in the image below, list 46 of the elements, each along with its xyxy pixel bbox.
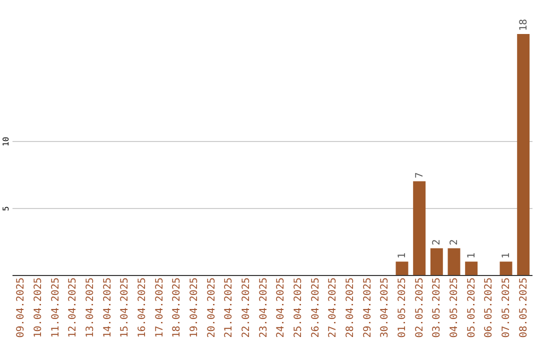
- bar: [430, 248, 443, 275]
- x-tick-label: 13.04.2025: [85, 278, 96, 338]
- x-tick-label: 30.04.2025: [380, 278, 391, 338]
- x-tick-label: 26.04.2025: [310, 278, 322, 338]
- y-tick-label: 10: [2, 136, 10, 146]
- x-tick-label: 17.04.2025: [154, 278, 166, 338]
- x-tick-label: 21.04.2025: [224, 278, 235, 338]
- data-label: 1: [397, 252, 408, 259]
- x-tick-label: 20.04.2025: [206, 278, 218, 338]
- data-label: 1: [466, 252, 478, 259]
- bar: [465, 262, 478, 275]
- x-tick-label: 07.05.2025: [501, 278, 512, 338]
- x-tick-label: 24.04.2025: [276, 278, 287, 338]
- x-tick-label: 03.05.2025: [432, 278, 443, 338]
- data-label: 2: [449, 239, 460, 246]
- x-tick-label: 06.05.2025: [484, 278, 495, 338]
- bar: [413, 181, 426, 275]
- data-label: 7: [414, 172, 426, 178]
- x-tick-label: 18.04.2025: [172, 278, 183, 338]
- x-tick-label: 22.04.2025: [241, 278, 252, 338]
- x-tick-label: 10.04.2025: [33, 278, 44, 338]
- bar: [448, 248, 460, 275]
- bar: [500, 262, 512, 275]
- x-tick-label: 25.04.2025: [293, 278, 304, 338]
- x-tick-label: 09.04.2025: [16, 278, 27, 338]
- x-tick-label: 19.04.2025: [189, 278, 200, 338]
- data-label: 2: [432, 239, 443, 246]
- x-tick-label: 15.04.2025: [120, 278, 131, 338]
- x-tick-label: 14.04.2025: [102, 278, 114, 338]
- x-tick-label: 11.04.2025: [50, 278, 62, 338]
- x-tick-label: 04.05.2025: [449, 278, 460, 338]
- x-tick-label: 28.04.2025: [345, 278, 356, 338]
- x-tick-label: 02.05.2025: [414, 278, 426, 338]
- bar: [517, 34, 530, 275]
- x-tick-label: 01.05.2025: [397, 278, 408, 338]
- y-tick-label: 5: [2, 206, 10, 211]
- x-tick-label: 08.05.2025: [518, 278, 530, 338]
- data-label: 18: [518, 18, 530, 31]
- bar: [396, 262, 408, 275]
- x-tick-label: 12.04.2025: [68, 278, 79, 338]
- x-tick-label: 16.04.2025: [137, 278, 148, 338]
- x-tick-label: 27.04.2025: [328, 278, 339, 338]
- x-tick-label: 05.05.2025: [466, 278, 478, 338]
- x-tick-label: 29.04.2025: [362, 278, 374, 338]
- data-label: 1: [501, 252, 512, 259]
- x-tick-label: 23.04.2025: [258, 278, 270, 338]
